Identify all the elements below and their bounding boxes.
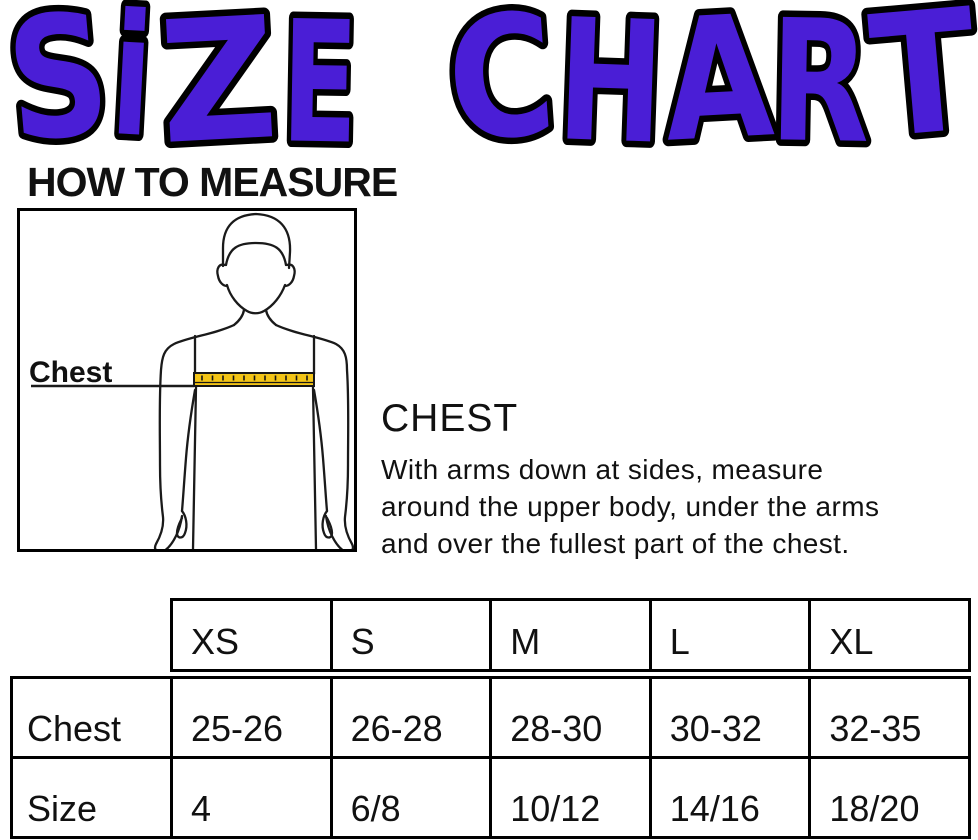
figure-left-inner-arm-path	[180, 388, 197, 513]
figure-forehead-path	[224, 241, 288, 267]
title-letter: T	[864, 0, 978, 158]
row-label-size: Size	[10, 756, 173, 839]
figure-chest-label: Chest	[29, 356, 112, 389]
col-header-m: M	[489, 598, 652, 672]
col-header-s: S	[329, 598, 493, 672]
title-letter: i	[107, 0, 157, 158]
figure-torso-path	[191, 385, 318, 549]
title-letter: E	[280, 0, 359, 158]
figure-right-arm-path	[274, 323, 354, 549]
measure-figure-box: Chest	[17, 208, 357, 552]
measuring-tape-ticks	[201, 375, 308, 381]
chest-instructions: With arms down at sides, measure around …	[381, 451, 879, 562]
size-value-l: 14/16	[648, 756, 812, 839]
table-row-chest: Chest 25-26 26-28 28-30 30-32 32-35	[10, 676, 971, 759]
figure-chest-edges-path	[193, 334, 316, 376]
row-label-chest: Chest	[10, 676, 173, 759]
size-table-body: Chest 25-26 26-28 28-30 30-32 32-35 Size…	[10, 676, 971, 839]
size-value-s: 6/8	[329, 756, 493, 839]
chest-section-heading: CHEST	[381, 397, 519, 440]
col-header-xs: XS	[170, 598, 333, 672]
chest-value-xl: 32-35	[808, 676, 971, 759]
figure-neck-path	[232, 308, 278, 327]
size-table-header: XS S M L XL	[170, 598, 971, 672]
chest-value-m: 28-30	[489, 676, 652, 759]
chest-value-s: 26-28	[329, 676, 493, 759]
title-letter: S	[0, 0, 117, 158]
title-letter: C	[442, 0, 561, 158]
instruction-line: around the upper body, under the arms	[381, 491, 880, 522]
instruction-line: and over the fullest part of the chest.	[381, 528, 850, 559]
title-letter: A	[659, 0, 777, 158]
figure-left-arm-path	[153, 323, 236, 549]
title-letter: Z	[155, 0, 281, 158]
table-row-size: Size 4 6/8 10/12 14/16 18/20	[10, 756, 971, 839]
figure-right-ear-path	[283, 263, 296, 288]
title-letter: H	[554, 0, 667, 158]
size-value-m: 10/12	[489, 756, 652, 839]
figure-face-path	[225, 283, 287, 315]
figure-left-ear-path	[216, 263, 229, 288]
figure-hair-path	[221, 212, 292, 270]
instruction-line: With arms down at sides, measure	[381, 454, 824, 485]
col-header-xl: XL	[808, 598, 971, 672]
size-value-xs: 4	[170, 756, 333, 839]
col-header-l: L	[648, 598, 812, 672]
figure-right-thumb-path	[321, 509, 334, 539]
chest-value-xs: 25-26	[170, 676, 333, 759]
torso-diagram: Chest	[29, 212, 354, 549]
title-letter: R	[768, 0, 871, 158]
figure-right-inner-arm-path	[312, 388, 329, 513]
chest-value-l: 30-32	[648, 676, 812, 759]
how-to-measure-heading: HOW TO MEASURE	[27, 159, 398, 205]
figure-left-thumb-path	[175, 509, 188, 539]
size-value-xl: 18/20	[808, 756, 971, 839]
